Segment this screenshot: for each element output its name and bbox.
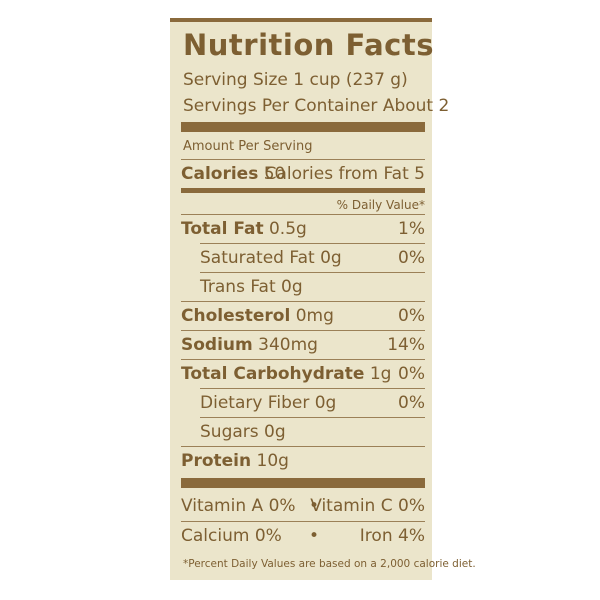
- nutrient-amount: 0g: [281, 277, 303, 297]
- nutrient-amount: 0g: [264, 422, 286, 442]
- vitamin-name: Calcium: [181, 526, 250, 546]
- nutrient-name: Total Fat: [181, 219, 264, 239]
- vitamin-value: 0%: [268, 496, 296, 516]
- vitamin-value: 0%: [398, 496, 425, 516]
- amount-per-serving: Amount Per Serving: [183, 139, 313, 154]
- footnote: *Percent Daily Values are based on a 2,0…: [183, 558, 476, 570]
- calories-row: Calories 50 Calories from Fat 5: [181, 159, 425, 190]
- fat-calories-value: 5: [414, 164, 425, 184]
- nutrient-name: Trans Fat: [200, 277, 276, 297]
- bullet: •: [309, 496, 320, 516]
- nutrition-label: Nutrition Facts Serving Size 1 cup (237 …: [170, 18, 476, 580]
- nutrient-amount: 0.5g: [268, 219, 307, 239]
- vitamin: Iron 4%: [360, 522, 425, 550]
- vitamin-name: Vitamin A: [181, 496, 264, 516]
- divider: [181, 122, 425, 132]
- nutrient-row: Dietary Fiber 0g 0%: [200, 388, 425, 417]
- nutrient-row: Sodium 340mg 14%: [181, 330, 425, 359]
- vitamin: Calcium 0%: [181, 522, 282, 550]
- nutrient-row: Total Fat 0.5g 1%: [181, 214, 425, 243]
- nutrient-name: Protein: [181, 451, 252, 471]
- nutrient-amount: 0mg: [295, 306, 334, 326]
- servings-per-container: Servings Per Container About 2: [183, 96, 450, 116]
- nutrient-amount: 0g: [320, 248, 342, 268]
- nutrient-name: Cholesterol: [181, 306, 291, 326]
- nutrient-row: Cholesterol 0mg 0%: [181, 301, 425, 330]
- nutrient-row: Saturated Fat 0g 0%: [200, 243, 425, 272]
- nutrient-dv: 0%: [398, 306, 425, 326]
- fat-calories-label: Calories from Fat: [264, 164, 409, 184]
- vitamin-row: Calcium 0% Iron 4% •: [181, 521, 425, 550]
- nutrient-amount: 10g: [256, 451, 289, 471]
- nutrient-row: Sugars 0g: [200, 417, 425, 446]
- vitamin: Vitamin A 0%: [181, 492, 296, 520]
- nutrient-name: Dietary Fiber: [200, 393, 310, 413]
- nutrient-amount: 340mg: [258, 335, 318, 355]
- vitamin-name: Vitamin C: [310, 496, 393, 516]
- nutrient-dv: 1%: [398, 219, 425, 239]
- vitamin-value: 0%: [254, 526, 282, 546]
- nutrient-row: Total Carbohydrate 1g 0%: [181, 359, 425, 388]
- vitamin-value: 4%: [398, 526, 425, 546]
- nutrient-dv: 14%: [387, 335, 425, 355]
- vitamin-name: Iron: [359, 526, 393, 546]
- serving-size: Serving Size 1 cup (237 g): [183, 70, 408, 90]
- nutrient-dv: 0%: [398, 393, 425, 413]
- daily-value-header: % Daily Value*: [336, 198, 425, 212]
- nutrient-name: Saturated Fat: [200, 248, 315, 268]
- vitamin: Vitamin C 0%: [310, 492, 425, 520]
- calories-value: 50: [263, 164, 286, 184]
- nutrient-dv: 0%: [398, 248, 425, 268]
- nutrient-row: Trans Fat 0g: [200, 272, 425, 301]
- divider: [181, 478, 425, 488]
- nutrient-amount: 0g: [314, 393, 337, 413]
- vitamin-row: Vitamin A 0% Vitamin C 0% •: [181, 492, 425, 520]
- nutrient-dv: 0%: [398, 364, 425, 384]
- bullet: •: [309, 526, 320, 546]
- nutrient-name: Sodium: [181, 335, 253, 355]
- divider: [181, 188, 425, 193]
- nutrient-name: Sugars: [200, 422, 259, 442]
- nutrient-amount: 1g: [369, 364, 392, 384]
- calories-label: Calories: [181, 164, 259, 184]
- nutrient-row: Protein 10g: [181, 446, 425, 475]
- nutrient-name: Total Carbohydrate: [181, 364, 365, 384]
- title: Nutrition Facts: [183, 28, 434, 62]
